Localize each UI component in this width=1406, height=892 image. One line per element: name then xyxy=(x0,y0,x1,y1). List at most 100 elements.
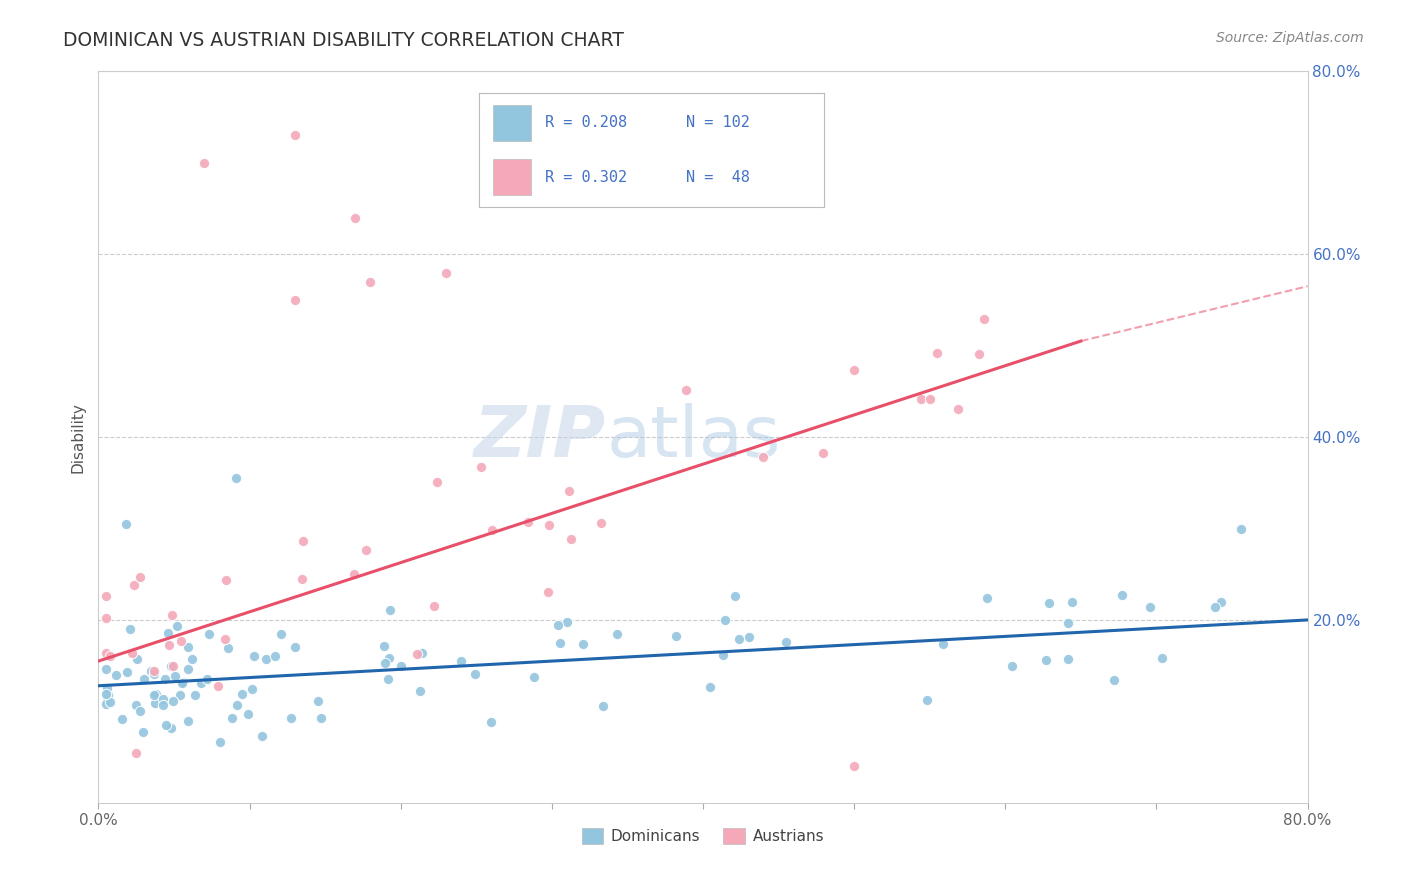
Text: atlas: atlas xyxy=(606,402,780,472)
Point xyxy=(976,591,998,606)
Point xyxy=(157,626,180,640)
Point xyxy=(124,578,146,592)
Point xyxy=(307,694,329,708)
Point xyxy=(523,670,546,684)
Point xyxy=(411,646,433,660)
Y-axis label: Disability: Disability xyxy=(70,401,86,473)
Point xyxy=(548,636,571,650)
Point xyxy=(380,603,402,617)
Point xyxy=(162,694,184,708)
Point xyxy=(214,632,236,646)
Point xyxy=(665,629,688,643)
Point xyxy=(190,675,212,690)
Point xyxy=(98,695,121,709)
Point xyxy=(120,622,142,636)
Point xyxy=(1204,600,1226,615)
Point xyxy=(752,450,775,465)
Point xyxy=(160,659,183,673)
Point xyxy=(104,668,127,682)
Point xyxy=(250,729,273,743)
Point xyxy=(243,648,266,663)
Point xyxy=(193,156,215,170)
Point xyxy=(844,363,866,377)
Point xyxy=(280,711,302,725)
Point xyxy=(214,573,236,587)
Point xyxy=(152,692,174,706)
Point xyxy=(152,698,174,712)
Point xyxy=(434,266,457,280)
Text: ZIP: ZIP xyxy=(474,402,606,472)
Point xyxy=(354,543,377,558)
Point xyxy=(94,697,117,711)
Point xyxy=(270,627,292,641)
Point xyxy=(1001,658,1024,673)
Point xyxy=(516,515,538,529)
Point xyxy=(125,746,148,760)
Point xyxy=(1035,653,1057,667)
Point xyxy=(166,618,188,632)
Point xyxy=(811,446,834,460)
Point xyxy=(236,706,259,721)
Point xyxy=(231,687,253,701)
Point xyxy=(592,699,614,714)
Point xyxy=(121,646,143,660)
Point xyxy=(948,402,970,417)
Point xyxy=(172,676,194,690)
Point xyxy=(177,640,200,654)
Point xyxy=(127,651,149,665)
Point xyxy=(714,613,737,627)
Point xyxy=(125,698,148,713)
Point xyxy=(589,516,612,530)
Point xyxy=(606,627,628,641)
Point xyxy=(464,667,486,681)
Point xyxy=(284,128,307,143)
Point xyxy=(98,649,121,664)
Point xyxy=(284,640,307,655)
Point xyxy=(172,674,194,689)
Point xyxy=(94,663,117,677)
Point xyxy=(198,627,221,641)
Point xyxy=(547,618,569,632)
Point xyxy=(209,734,232,748)
Point xyxy=(142,665,165,679)
Point xyxy=(675,383,697,397)
Point xyxy=(240,681,263,696)
Point xyxy=(1038,597,1060,611)
Point xyxy=(470,459,492,474)
Point xyxy=(572,637,595,651)
Point xyxy=(117,665,139,679)
Point xyxy=(292,534,315,549)
Point xyxy=(558,483,581,498)
Point xyxy=(177,662,200,676)
Point xyxy=(111,712,134,726)
Point xyxy=(932,637,955,651)
Point xyxy=(1209,595,1232,609)
Point xyxy=(155,718,177,732)
Point xyxy=(264,648,287,663)
Point xyxy=(162,658,184,673)
Point xyxy=(373,639,395,653)
Point xyxy=(389,658,412,673)
Point xyxy=(727,632,749,646)
Point xyxy=(918,392,941,407)
Point xyxy=(1150,651,1173,665)
Point xyxy=(343,567,366,582)
Point xyxy=(181,652,204,666)
Point xyxy=(226,698,249,712)
Point xyxy=(479,714,502,729)
Point xyxy=(153,673,176,687)
Point xyxy=(405,647,427,661)
Point xyxy=(163,669,186,683)
Point xyxy=(537,584,560,599)
Point xyxy=(142,688,165,702)
Point xyxy=(221,711,243,725)
Point xyxy=(96,681,118,695)
Point xyxy=(139,665,162,679)
Point xyxy=(160,721,183,735)
Point xyxy=(96,693,118,707)
Point xyxy=(724,589,747,603)
Point xyxy=(973,312,995,326)
Point xyxy=(408,683,430,698)
Point xyxy=(915,693,938,707)
Point xyxy=(291,572,314,586)
